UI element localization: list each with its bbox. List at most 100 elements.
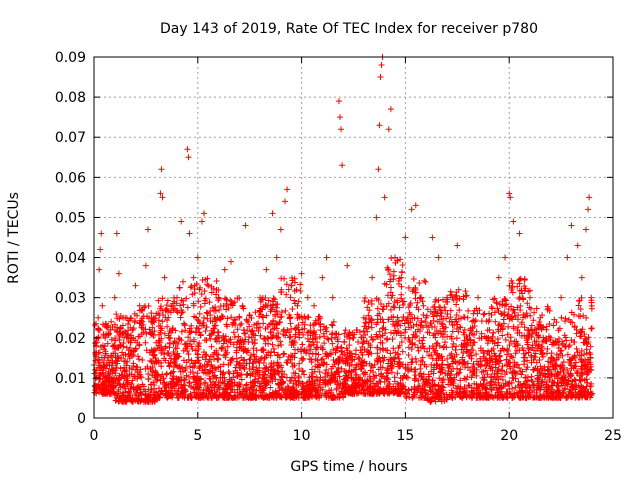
baseline-point xyxy=(189,369,196,376)
baseline-point xyxy=(264,394,271,401)
baseline-point xyxy=(423,322,430,329)
baseline-point xyxy=(584,389,591,396)
x-tick-label: 20 xyxy=(500,428,518,444)
baseline-point xyxy=(142,339,149,346)
baseline-point xyxy=(564,381,571,388)
baseline-point xyxy=(112,335,119,342)
baseline-point xyxy=(487,379,494,386)
baseline-point xyxy=(139,381,146,388)
baseline-point xyxy=(260,303,267,310)
baseline-point xyxy=(299,367,306,374)
baseline-point xyxy=(554,389,561,396)
baseline-point xyxy=(481,376,488,383)
baseline-point xyxy=(453,335,460,342)
baseline-point xyxy=(484,371,491,378)
baseline-point xyxy=(154,371,161,378)
baseline-point xyxy=(337,380,344,387)
baseline-point xyxy=(510,306,517,313)
y-axis-label: ROTI / TECUs xyxy=(6,192,22,284)
baseline-point xyxy=(397,362,404,369)
baseline-point xyxy=(246,312,253,319)
baseline-point xyxy=(416,280,423,287)
baseline-point xyxy=(377,346,384,353)
baseline-point xyxy=(173,300,180,307)
baseline-point xyxy=(197,303,204,310)
baseline-point xyxy=(388,369,395,376)
baseline-point xyxy=(526,330,533,337)
baseline-point xyxy=(561,386,568,393)
baseline-point xyxy=(544,306,551,313)
baseline-point xyxy=(145,371,152,378)
baseline-point xyxy=(256,383,263,390)
baseline-point xyxy=(450,358,457,365)
baseline-point xyxy=(421,386,428,393)
data-point xyxy=(547,334,554,341)
baseline-point xyxy=(165,350,172,357)
baseline-point xyxy=(319,344,326,351)
baseline-point xyxy=(489,393,496,400)
baseline-point xyxy=(379,364,386,371)
baseline-point xyxy=(281,275,288,282)
baseline-point xyxy=(232,364,239,371)
baseline-point xyxy=(276,380,283,387)
baseline-point xyxy=(103,361,110,368)
baseline-point xyxy=(342,327,349,334)
baseline-point xyxy=(562,315,569,322)
baseline-point xyxy=(583,371,590,378)
baseline-point xyxy=(195,318,202,325)
baseline-point xyxy=(514,392,521,399)
baseline-point xyxy=(315,390,322,397)
baseline-point xyxy=(332,358,339,365)
baseline-point xyxy=(578,294,585,301)
baseline-point xyxy=(91,322,98,329)
baseline-point xyxy=(422,378,429,385)
baseline-point xyxy=(291,297,298,304)
baseline-point xyxy=(500,320,507,327)
data-point xyxy=(344,262,351,269)
baseline-point xyxy=(504,312,511,319)
baseline-point xyxy=(319,376,326,383)
baseline-point xyxy=(246,323,253,330)
baseline-point xyxy=(387,306,394,313)
baseline-point xyxy=(577,306,584,313)
baseline-point xyxy=(548,392,555,399)
baseline-point xyxy=(190,336,197,343)
baseline-point xyxy=(518,371,525,378)
data-point xyxy=(277,226,284,233)
baseline-point xyxy=(190,300,197,307)
baseline-point xyxy=(192,393,199,400)
baseline-point xyxy=(182,364,189,371)
baseline-point xyxy=(130,384,137,391)
baseline-point xyxy=(383,281,390,288)
baseline-point xyxy=(432,393,439,400)
baseline-point xyxy=(486,316,493,323)
data-point xyxy=(111,294,118,301)
baseline-point xyxy=(443,344,450,351)
baseline-point xyxy=(456,307,463,314)
baseline-point xyxy=(263,312,270,319)
baseline-point xyxy=(502,336,509,343)
baseline-point xyxy=(443,315,450,322)
baseline-point xyxy=(201,300,208,307)
baseline-point xyxy=(497,385,504,392)
baseline-point xyxy=(198,291,205,298)
baseline-point xyxy=(260,375,267,382)
baseline-point xyxy=(218,345,225,352)
baseline-point xyxy=(427,398,434,405)
baseline-point xyxy=(199,363,206,370)
baseline-point xyxy=(555,383,562,390)
baseline-point xyxy=(329,322,336,329)
baseline-point xyxy=(529,344,536,351)
baseline-point xyxy=(434,340,441,347)
baseline-point xyxy=(188,322,195,329)
baseline-point xyxy=(206,299,213,306)
baseline-point xyxy=(304,329,311,336)
baseline-point xyxy=(172,358,179,365)
baseline-point xyxy=(230,329,237,336)
baseline-point xyxy=(567,389,574,396)
baseline-point xyxy=(180,357,187,364)
baseline-point xyxy=(284,359,291,366)
baseline-point xyxy=(112,380,119,387)
data-point xyxy=(98,230,105,237)
baseline-point xyxy=(580,312,587,319)
